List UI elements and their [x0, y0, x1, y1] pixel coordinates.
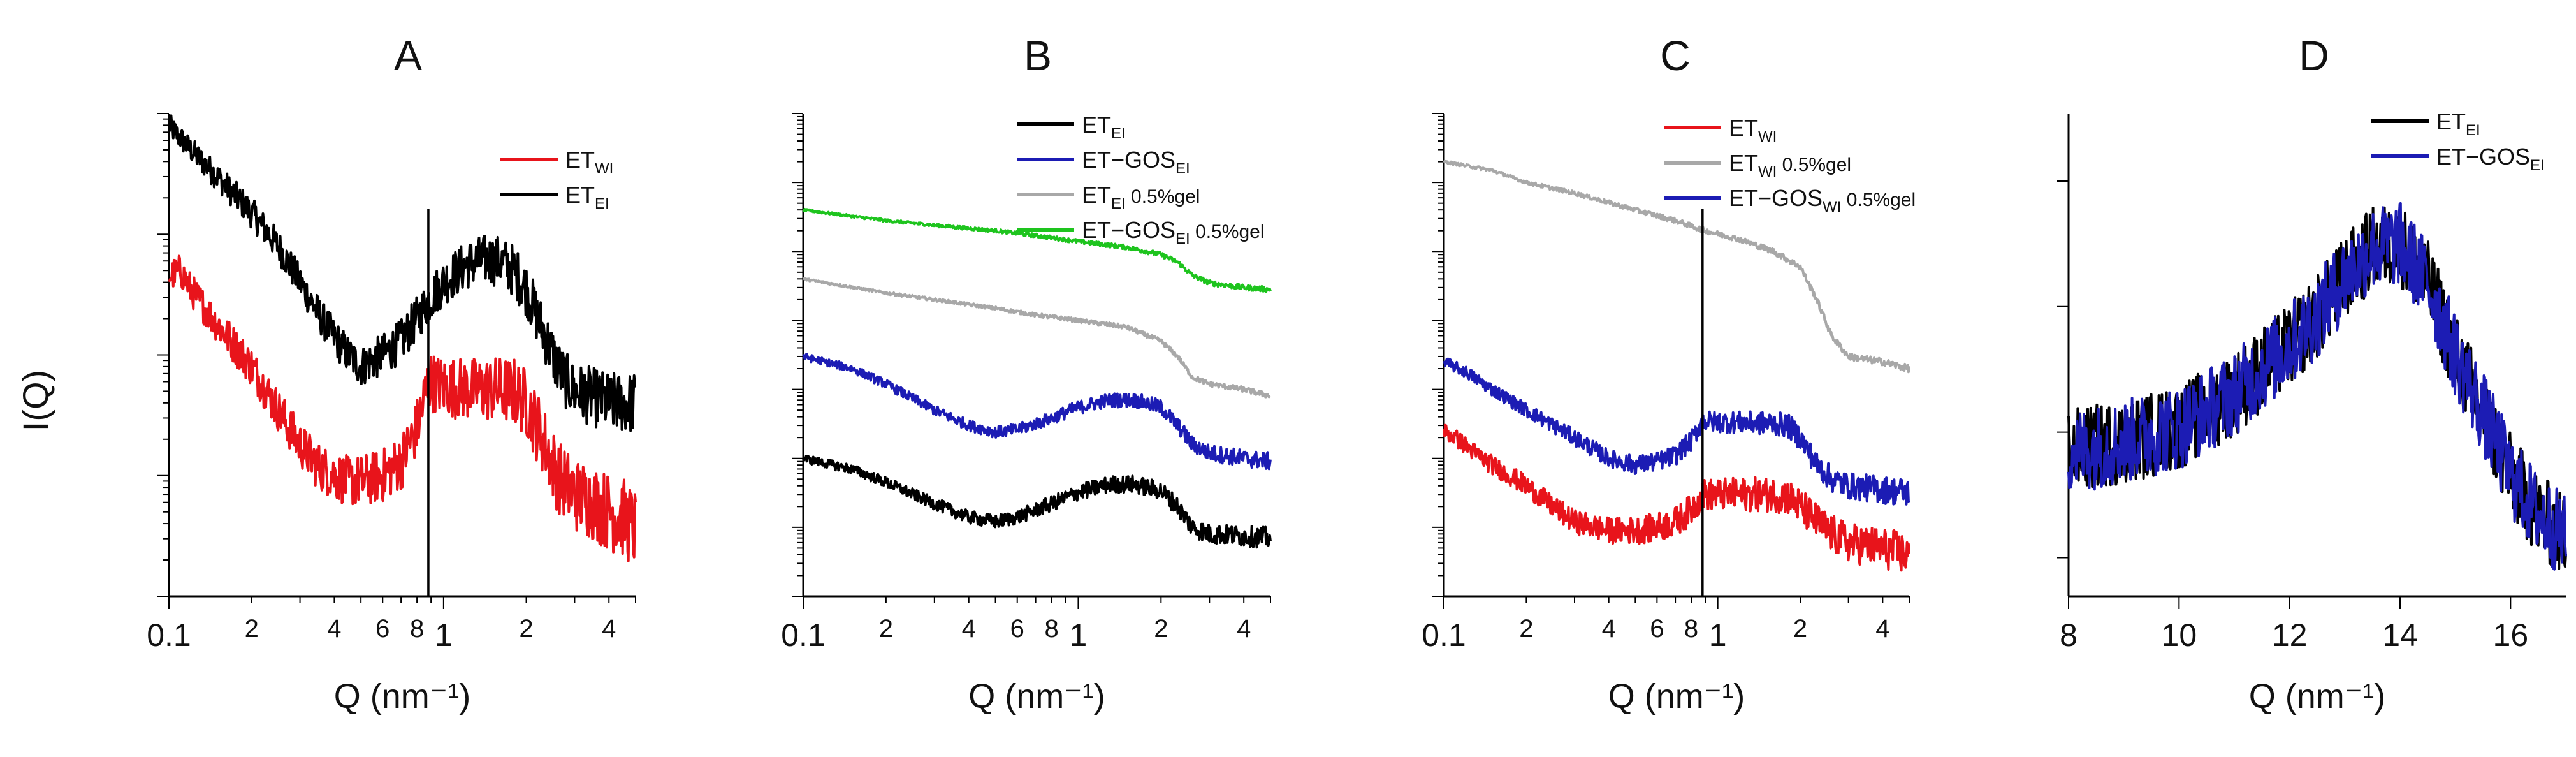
legend-label: ETWI: [565, 147, 613, 177]
x-tick-label: 16: [2493, 617, 2529, 653]
x-tick-label: 4: [962, 615, 976, 643]
x-tick-label: 8: [1684, 615, 1698, 643]
x-tick-label: 12: [2272, 617, 2308, 653]
x-tick-label: 6: [375, 615, 389, 643]
legend-label: ET−GOSEI: [2436, 143, 2545, 174]
x-tick-label: 4: [1602, 615, 1616, 643]
series-line: [168, 114, 637, 432]
series-line: [168, 254, 637, 562]
x-tick-label: 4: [1237, 615, 1251, 643]
legend-label: ETWI: [1729, 115, 1777, 145]
x-tick-label: 8: [1045, 615, 1059, 643]
legend: ETWI ETWI 0.5%gel ET−GOSWI 0.5%gel: [1664, 115, 1916, 216]
legend-label: ETEI: [565, 182, 609, 212]
legend-label: ET−GOSEI: [1082, 147, 1190, 177]
figure-y-axis-label: I(Q): [15, 370, 55, 431]
x-tick-label: 0.1: [781, 617, 826, 653]
x-tick-label: 4: [327, 615, 341, 643]
panel-D: D 8 10 12 14 16 Q (nm⁻¹) ETEI ET−GOSEI: [2057, 32, 2567, 716]
x-tick-label: 1: [1070, 617, 1088, 653]
legend-label: ET−GOSEI 0.5%gel: [1082, 217, 1264, 247]
x-tick-label: 6: [1650, 615, 1664, 643]
x-axis-label: Q (nm⁻¹): [1608, 677, 1745, 716]
legend: ETEI ET−GOSEI ETEI 0.5%gel ET−GOSEI 0.5%gel: [1017, 112, 1264, 247]
legend-label: ETEI 0.5%gel: [1082, 182, 1200, 212]
x-tick-label: 2: [1519, 615, 1533, 643]
x-tick-label: 2: [1154, 615, 1168, 643]
x-tick-label: 2: [879, 615, 893, 643]
x-tick-label: 8: [2060, 617, 2078, 653]
x-tick-label: 2: [245, 615, 259, 643]
panel-A: A 0.1 2 4 6 8 1 2 4 Q (nm⁻¹) ETWI ETEI: [147, 32, 637, 716]
series-line: [2067, 202, 2567, 571]
series-line: [802, 207, 1272, 293]
series-line: [1443, 159, 1910, 374]
panel-C: C 0.1 2 4 6 8 1 2 4 Q (nm⁻¹) ETWI ETWI 0.5%gel ET−GO…: [1422, 32, 1916, 716]
x-tick-label: 2: [519, 615, 533, 643]
legend-label: ET−GOSWI 0.5%gel: [1729, 185, 1916, 216]
legend-label: ETWI 0.5%gel: [1729, 150, 1851, 180]
x-tick-label: 4: [602, 615, 616, 643]
series-line: [1443, 423, 1910, 572]
x-tick-label: 10: [2162, 617, 2197, 653]
legend: ETEI ET−GOSEI: [2371, 108, 2545, 174]
x-tick-label: 0.1: [1422, 617, 1466, 653]
x-tick-label: 0.1: [147, 617, 191, 653]
x-tick-label: 2: [1793, 615, 1807, 643]
legend-label: ETEI: [1082, 112, 1126, 142]
panel-title: D: [2299, 32, 2329, 79]
legend-label: ETEI: [2436, 108, 2480, 139]
series-line: [803, 277, 1271, 399]
panel-title: B: [1024, 32, 1052, 79]
x-tick-label: 1: [435, 617, 453, 653]
series-line: [1443, 357, 1910, 506]
x-tick-label: 8: [410, 615, 424, 643]
x-tick-label: 1: [1709, 617, 1727, 653]
x-tick-label: 6: [1010, 615, 1024, 643]
panel-title: C: [1660, 32, 1691, 79]
panel-B: B 0.1 2 4 6 8 1 2 4 Q (nm⁻¹) ETEI ET−GOSEI ETEI 0.5%…: [781, 32, 1272, 716]
x-axis-label: Q (nm⁻¹): [968, 677, 1105, 716]
x-axis-label: Q (nm⁻¹): [2249, 677, 2385, 716]
x-tick-label: 4: [1875, 615, 1889, 643]
x-axis-label: Q (nm⁻¹): [334, 677, 470, 716]
series-line: [802, 353, 1272, 471]
legend: ETWI ETEI: [500, 147, 613, 212]
series-line: [802, 455, 1272, 549]
panel-title: A: [394, 32, 422, 79]
x-tick-label: 14: [2382, 617, 2418, 653]
